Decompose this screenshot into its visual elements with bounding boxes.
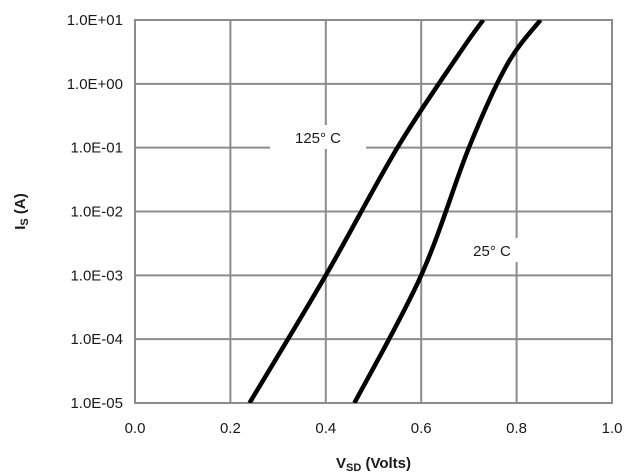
series-label-125c: 125° C bbox=[270, 125, 366, 149]
y-tick-label: 1.0E-02 bbox=[70, 204, 123, 221]
y-tick-label: 1.0E-05 bbox=[70, 395, 123, 412]
curves bbox=[247, 20, 543, 403]
series-line-125c bbox=[247, 20, 486, 403]
y-axis-label: IS (A) bbox=[12, 193, 31, 230]
series-line-25c bbox=[352, 20, 543, 403]
x-tick-label: 1.0 bbox=[602, 420, 623, 437]
x-tick-label: 0.4 bbox=[315, 420, 336, 437]
x-tick-label: 0.8 bbox=[506, 420, 527, 437]
series-label-text: 125° C bbox=[295, 130, 341, 147]
series-labels: 125° C 25° C bbox=[270, 125, 532, 262]
plot-frame bbox=[134, 19, 613, 404]
x-tick-labels: 0.0 0.2 0.4 0.6 0.8 1.0 bbox=[125, 420, 623, 437]
x-tick-label: 0.2 bbox=[220, 420, 241, 437]
x-axis-label: VSD (Volts) bbox=[336, 455, 411, 474]
x-tick-label: 0.0 bbox=[125, 420, 146, 437]
y-tick-label: 1.0E-01 bbox=[70, 140, 123, 157]
y-tick-label: 1.0E-03 bbox=[70, 267, 123, 284]
y-tick-label: 1.0E+00 bbox=[67, 76, 123, 93]
y-tick-label: 1.0E-04 bbox=[70, 331, 123, 348]
y-tick-label: 1.0E+01 bbox=[67, 12, 123, 29]
series-label-25c: 25° C bbox=[452, 238, 532, 262]
series-label-text: 25° C bbox=[473, 243, 511, 260]
grid bbox=[135, 20, 612, 403]
x-tick-label: 0.6 bbox=[411, 420, 432, 437]
y-tick-labels: 1.0E+01 1.0E+00 1.0E-01 1.0E-02 1.0E-03 1.0E-… bbox=[67, 12, 123, 412]
